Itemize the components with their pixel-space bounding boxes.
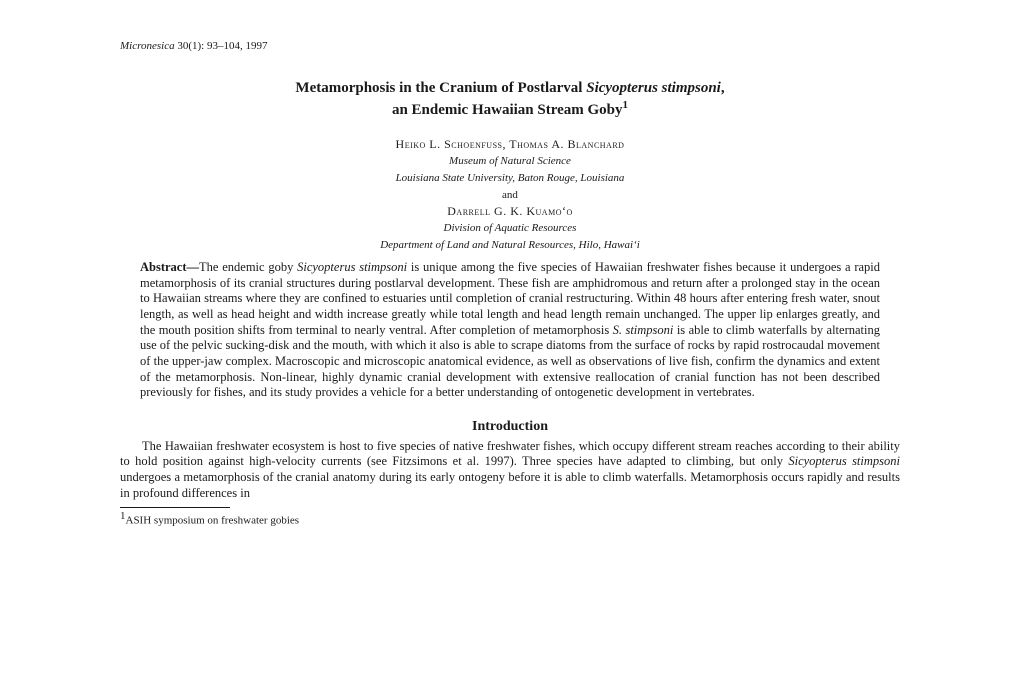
journal-reference: Micronesica 30(1): 93–104, 1997: [120, 40, 900, 52]
subtitle-text: an Endemic Hawaiian Stream Goby: [392, 102, 623, 118]
author-connector: and: [120, 189, 900, 201]
affiliation-1a: Museum of Natural Science: [120, 154, 900, 168]
intro-species: Sicyopterus stimpsoni: [788, 454, 900, 468]
title-text-pre: Metamorphosis in the Cranium of Postlarv…: [295, 80, 586, 96]
paper-title-line2: an Endemic Hawaiian Stream Goby1: [120, 99, 900, 119]
journal-citation: 30(1): 93–104, 1997: [175, 40, 268, 52]
footnote: 1ASIH symposium on freshwater gobies: [120, 510, 900, 527]
title-footnote-ref: 1: [623, 99, 629, 111]
affiliation-2a: Division of Aquatic Resources: [120, 221, 900, 235]
title-text-post: ,: [721, 80, 725, 96]
introduction-paragraph: The Hawaiian freshwater ecosystem is hos…: [120, 439, 900, 502]
title-species: Sicyopterus stimpsoni: [586, 80, 721, 96]
affiliation-2b: Department of Land and Natural Resources…: [120, 238, 900, 252]
paper-title-line1: Metamorphosis in the Cranium of Postlarv…: [120, 80, 900, 97]
authors-group-1: Heiko L. Schoenfuss, Thomas A. Blanchard: [120, 137, 900, 152]
abstract-species-1: Sicyopterus stimpsoni: [297, 260, 407, 274]
authors-group-2: Darrell G. K. Kuamoʻo: [120, 204, 900, 219]
section-heading-introduction: Introduction: [120, 419, 900, 435]
abstract-species-2: S. stimpsoni: [613, 323, 674, 337]
intro-text-post: undergoes a metamorphosis of the cranial…: [120, 470, 900, 500]
footnote-rule: [120, 507, 230, 508]
footnote-text: ASIH symposium on freshwater gobies: [126, 515, 300, 527]
affiliation-1b: Louisiana State University, Baton Rouge,…: [120, 171, 900, 185]
journal-name: Micronesica: [120, 40, 175, 52]
abstract: Abstract—The endemic goby Sicyopterus st…: [140, 260, 880, 401]
abstract-label: Abstract—: [140, 260, 199, 274]
abstract-text-1: The endemic goby: [199, 260, 297, 274]
page: Micronesica 30(1): 93–104, 1997 Metamorp…: [0, 0, 1020, 527]
intro-text-pre: The Hawaiian freshwater ecosystem is hos…: [120, 439, 900, 469]
